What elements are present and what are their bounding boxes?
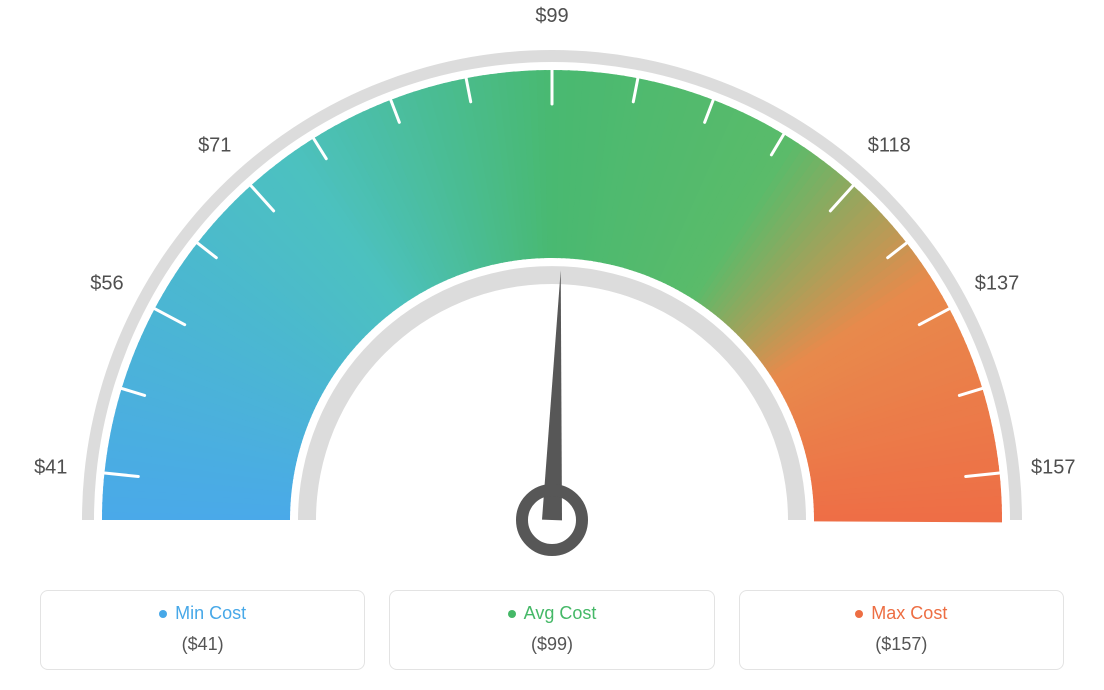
svg-text:$56: $56 bbox=[90, 272, 123, 294]
legend-label-min: Min Cost bbox=[175, 603, 246, 624]
legend-value-max: ($157) bbox=[740, 634, 1063, 655]
svg-text:$157: $157 bbox=[1031, 456, 1076, 478]
legend-dot-max bbox=[855, 610, 863, 618]
legend-card-max: Max Cost ($157) bbox=[739, 590, 1064, 670]
svg-text:$71: $71 bbox=[198, 134, 231, 156]
legend-card-avg: Avg Cost ($99) bbox=[389, 590, 714, 670]
gauge-chart: $41 $56 $71 $99 $118 $137 $157 bbox=[0, 0, 1104, 570]
legend-dot-avg bbox=[508, 610, 516, 618]
legend-value-avg: ($99) bbox=[390, 634, 713, 655]
legend-label-max: Max Cost bbox=[871, 603, 947, 624]
legend-title-max: Max Cost bbox=[855, 603, 947, 624]
legend-row: Min Cost ($41) Avg Cost ($99) Max Cost (… bbox=[0, 590, 1104, 670]
svg-text:$118: $118 bbox=[868, 134, 911, 156]
legend-value-min: ($41) bbox=[41, 634, 364, 655]
legend-title-min: Min Cost bbox=[159, 603, 246, 624]
svg-text:$137: $137 bbox=[975, 272, 1020, 294]
svg-text:$99: $99 bbox=[535, 5, 568, 27]
legend-dot-min bbox=[159, 610, 167, 618]
legend-card-min: Min Cost ($41) bbox=[40, 590, 365, 670]
svg-text:$41: $41 bbox=[34, 456, 67, 478]
legend-label-avg: Avg Cost bbox=[524, 603, 597, 624]
cost-gauge-container: $41 $56 $71 $99 $118 $137 $157 Min Cost ($41) … bbox=[0, 0, 1104, 690]
legend-title-avg: Avg Cost bbox=[508, 603, 597, 624]
